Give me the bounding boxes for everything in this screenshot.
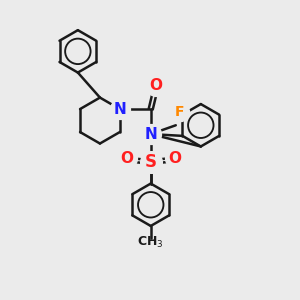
Text: O: O — [150, 78, 163, 93]
Text: S: S — [145, 153, 157, 171]
Text: O: O — [168, 151, 182, 166]
Text: N: N — [113, 102, 126, 117]
Text: F: F — [175, 105, 184, 119]
Text: N: N — [144, 127, 157, 142]
Text: O: O — [120, 151, 133, 166]
Text: CH$_3$: CH$_3$ — [137, 235, 164, 250]
